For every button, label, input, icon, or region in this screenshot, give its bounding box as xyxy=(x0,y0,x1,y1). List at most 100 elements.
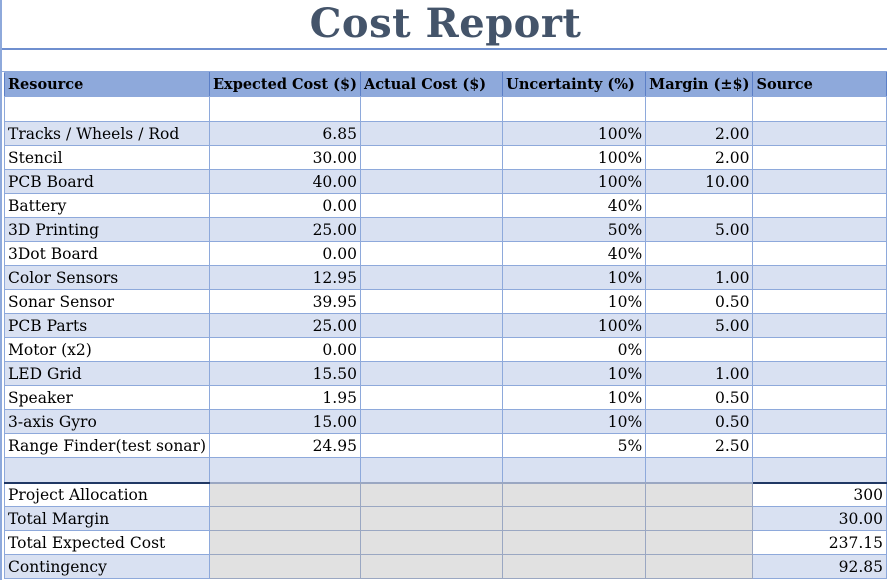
margin-cell[interactable]: 2.00 xyxy=(645,121,754,146)
header-margin[interactable]: Margin (±$) xyxy=(645,72,754,97)
actual-cost-cell[interactable] xyxy=(359,265,504,290)
resource-cell[interactable]: 3-axis Gyro xyxy=(4,409,210,434)
empty-cell[interactable] xyxy=(4,96,210,122)
margin-cell[interactable]: 0.50 xyxy=(645,289,754,314)
source-cell[interactable] xyxy=(752,313,887,338)
actual-cost-cell[interactable] xyxy=(359,409,504,434)
expected-cost-cell[interactable]: 15.00 xyxy=(209,409,361,434)
resource-cell[interactable]: Stencil xyxy=(4,145,210,170)
actual-cost-cell[interactable] xyxy=(359,361,504,386)
header-actual-cost[interactable]: Actual Cost ($) xyxy=(359,72,504,97)
summary-value[interactable]: 30.00 xyxy=(752,506,887,531)
margin-cell[interactable]: 5.00 xyxy=(645,313,754,338)
actual-cost-cell[interactable] xyxy=(359,193,504,218)
uncertainty-cell[interactable]: 100% xyxy=(502,145,647,170)
actual-cost-cell[interactable] xyxy=(359,145,504,170)
empty-cell[interactable] xyxy=(209,457,361,483)
header-resource[interactable]: Resource xyxy=(4,72,210,97)
resource-cell[interactable]: Sonar Sensor xyxy=(4,289,210,314)
header-uncertainty[interactable]: Uncertainty (%) xyxy=(502,72,647,97)
empty-cell[interactable] xyxy=(645,96,754,122)
uncertainty-cell[interactable]: 0% xyxy=(502,337,647,362)
empty-cell[interactable] xyxy=(752,457,887,483)
actual-cost-cell[interactable] xyxy=(359,337,504,362)
summary-value[interactable]: 237.15 xyxy=(752,530,887,555)
uncertainty-cell[interactable]: 10% xyxy=(502,409,647,434)
actual-cost-cell[interactable] xyxy=(359,121,504,146)
uncertainty-cell[interactable]: 10% xyxy=(502,385,647,410)
actual-cost-cell[interactable] xyxy=(359,169,504,194)
actual-cost-cell[interactable] xyxy=(359,289,504,314)
resource-cell[interactable]: PCB Board xyxy=(4,169,210,194)
source-cell[interactable] xyxy=(752,265,887,290)
empty-cell[interactable] xyxy=(209,96,361,122)
source-cell[interactable] xyxy=(752,169,887,194)
resource-cell[interactable]: PCB Parts xyxy=(4,313,210,338)
uncertainty-cell[interactable]: 40% xyxy=(502,241,647,266)
source-cell[interactable] xyxy=(752,193,887,218)
empty-cell[interactable] xyxy=(645,457,754,483)
expected-cost-cell[interactable]: 0.00 xyxy=(209,241,361,266)
actual-cost-cell[interactable] xyxy=(359,241,504,266)
expected-cost-cell[interactable]: 1.95 xyxy=(209,385,361,410)
empty-cell[interactable] xyxy=(359,457,504,483)
source-cell[interactable] xyxy=(752,361,887,386)
resource-cell[interactable]: Range Finder(test sonar) xyxy=(4,433,210,458)
actual-cost-cell[interactable] xyxy=(359,433,504,458)
header-expected-cost[interactable]: Expected Cost ($) xyxy=(209,72,361,97)
expected-cost-cell[interactable]: 15.50 xyxy=(209,361,361,386)
expected-cost-cell[interactable]: 30.00 xyxy=(209,145,361,170)
source-cell[interactable] xyxy=(752,337,887,362)
source-cell[interactable] xyxy=(752,409,887,434)
empty-cell[interactable] xyxy=(752,96,887,122)
expected-cost-cell[interactable]: 0.00 xyxy=(209,193,361,218)
source-cell[interactable] xyxy=(752,145,887,170)
margin-cell[interactable] xyxy=(645,193,754,218)
margin-cell[interactable] xyxy=(645,241,754,266)
expected-cost-cell[interactable]: 40.00 xyxy=(209,169,361,194)
resource-cell[interactable]: Battery xyxy=(4,193,210,218)
margin-cell[interactable]: 0.50 xyxy=(645,409,754,434)
source-cell[interactable] xyxy=(752,217,887,242)
actual-cost-cell[interactable] xyxy=(359,217,504,242)
expected-cost-cell[interactable]: 25.00 xyxy=(209,313,361,338)
uncertainty-cell[interactable]: 40% xyxy=(502,193,647,218)
empty-cell[interactable] xyxy=(502,96,647,122)
uncertainty-cell[interactable]: 5% xyxy=(502,433,647,458)
margin-cell[interactable] xyxy=(645,337,754,362)
uncertainty-cell[interactable]: 100% xyxy=(502,169,647,194)
blank-row[interactable] xyxy=(2,50,887,72)
summary-label[interactable]: Contingency xyxy=(4,554,210,579)
resource-cell[interactable]: Tracks / Wheels / Rod xyxy=(4,121,210,146)
summary-value[interactable]: 300 xyxy=(752,481,887,507)
margin-cell[interactable]: 10.00 xyxy=(645,169,754,194)
uncertainty-cell[interactable]: 50% xyxy=(502,217,647,242)
margin-cell[interactable]: 2.00 xyxy=(645,145,754,170)
resource-cell[interactable]: Motor (x2) xyxy=(4,337,210,362)
margin-cell[interactable]: 0.50 xyxy=(645,385,754,410)
margin-cell[interactable]: 5.00 xyxy=(645,217,754,242)
margin-cell[interactable]: 2.50 xyxy=(645,433,754,458)
source-cell[interactable] xyxy=(752,385,887,410)
summary-label[interactable]: Total Expected Cost xyxy=(4,530,210,555)
resource-cell[interactable]: 3D Printing xyxy=(4,217,210,242)
uncertainty-cell[interactable]: 10% xyxy=(502,289,647,314)
source-cell[interactable] xyxy=(752,121,887,146)
empty-cell[interactable] xyxy=(359,96,504,122)
source-cell[interactable] xyxy=(752,289,887,314)
margin-cell[interactable]: 1.00 xyxy=(645,361,754,386)
actual-cost-cell[interactable] xyxy=(359,385,504,410)
summary-value[interactable]: 92.85 xyxy=(752,554,887,579)
expected-cost-cell[interactable]: 6.85 xyxy=(209,121,361,146)
uncertainty-cell[interactable]: 100% xyxy=(502,121,647,146)
uncertainty-cell[interactable]: 10% xyxy=(502,265,647,290)
uncertainty-cell[interactable]: 100% xyxy=(502,313,647,338)
source-cell[interactable] xyxy=(752,241,887,266)
actual-cost-cell[interactable] xyxy=(359,313,504,338)
resource-cell[interactable]: LED Grid xyxy=(4,361,210,386)
expected-cost-cell[interactable]: 25.00 xyxy=(209,217,361,242)
empty-cell[interactable] xyxy=(4,457,210,483)
expected-cost-cell[interactable]: 24.95 xyxy=(209,433,361,458)
resource-cell[interactable]: 3Dot Board xyxy=(4,241,210,266)
expected-cost-cell[interactable]: 12.95 xyxy=(209,265,361,290)
